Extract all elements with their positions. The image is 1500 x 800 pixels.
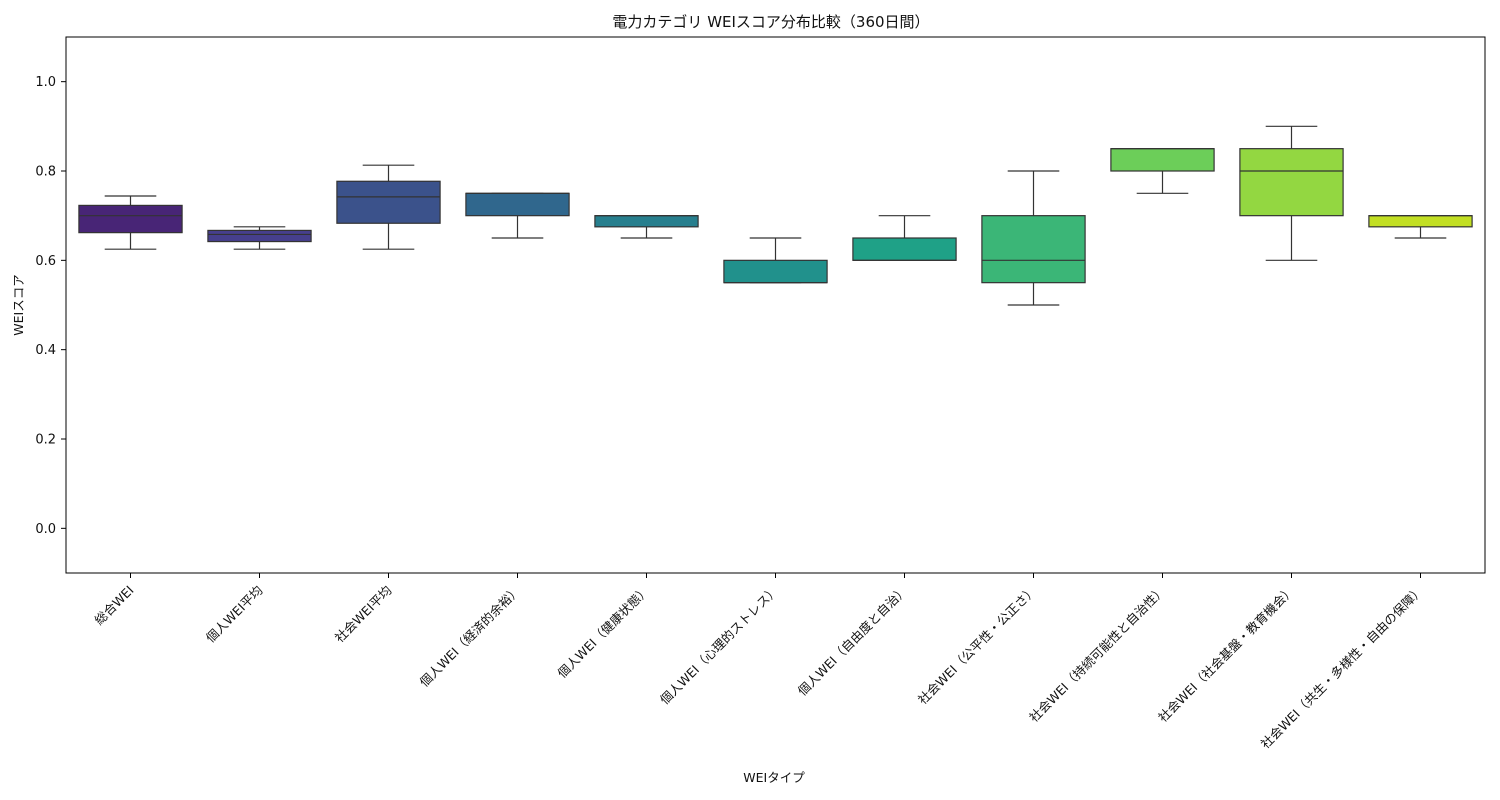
box-body <box>336 180 441 224</box>
box-10 <box>1239 125 1344 261</box>
box-11 <box>1368 215 1473 239</box>
box-8 <box>981 170 1086 306</box>
box-body <box>207 229 312 243</box>
y-tick-label: 0.8 <box>35 165 56 180</box>
box-7 <box>852 215 957 261</box>
box-body <box>1239 148 1344 217</box>
box-body <box>465 192 570 217</box>
box-2 <box>207 226 312 250</box>
box-body <box>1110 148 1215 172</box>
x-tick-label: 社会WEI（共生・多様性・自由の保障） <box>1258 583 1427 752</box>
chart-title: 電力カテゴリ WEIスコア分布比較（360日間） <box>612 13 929 31</box>
x-tick-label: 社会WEI（持続可能性と自治性） <box>1026 583 1168 725</box>
box-1 <box>78 195 183 250</box>
x-tick-label: 個人WEI（自由度と自治） <box>795 583 911 699</box>
x-tick-label: 個人WEI平均 <box>203 583 266 646</box>
x-tick-label: 個人WEI（心理的ストレス） <box>657 583 782 708</box>
y-axis-label: WEIスコア <box>11 274 26 335</box>
y-tick-label: 0.4 <box>35 343 56 358</box>
y-tick-label: 0.0 <box>35 522 56 537</box>
box-3 <box>336 164 441 250</box>
y-tick-label: 1.0 <box>35 75 56 90</box>
x-tick-label: 社会WEI（社会基盤・教育機会） <box>1155 583 1297 725</box>
x-tick-label: 社会WEI（公平性・公正さ） <box>915 583 1040 708</box>
x-axis-label: WEIタイプ <box>743 770 805 785</box>
box-6 <box>723 237 828 284</box>
box-9 <box>1110 148 1215 194</box>
x-tick-label: 個人WEI（健康状態） <box>554 583 652 681</box>
box-body <box>852 237 957 261</box>
box-body <box>981 215 1086 284</box>
box-5 <box>594 215 699 239</box>
x-tick-label: 総合WEI <box>91 583 136 628</box>
box-body <box>1368 215 1473 228</box>
plot-frame <box>65 36 1486 574</box>
x-tick-label: 社会WEI平均 <box>332 583 395 646</box>
x-tick-label: 個人WEI（経済的余裕） <box>417 583 524 690</box>
y-tick-label: 0.6 <box>35 254 56 269</box>
box-4 <box>465 192 570 239</box>
box-body <box>78 204 183 234</box>
box-body <box>594 215 699 228</box>
box-body <box>723 259 828 284</box>
y-tick-label: 0.2 <box>35 433 56 448</box>
